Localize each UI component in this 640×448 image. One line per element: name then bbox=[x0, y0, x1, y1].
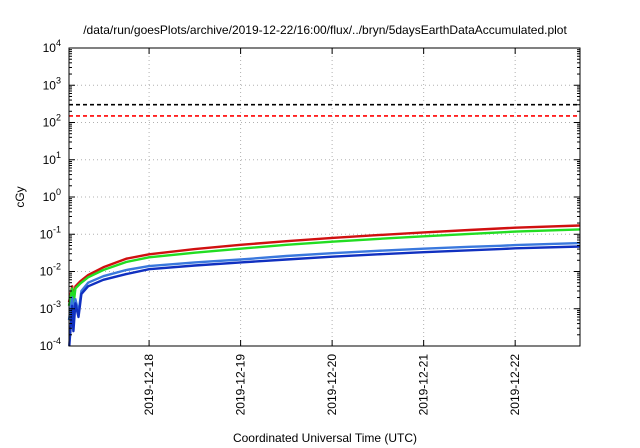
series-line bbox=[67, 224, 581, 303]
y-axis-label: cGy bbox=[13, 186, 27, 207]
y-tick-label: 102 bbox=[43, 113, 61, 130]
x-axis-label: Coordinated Universal Time (UTC) bbox=[233, 431, 417, 445]
x-tick-label: 2019-12-18 bbox=[142, 354, 156, 416]
x-tick-label: 2019-12-22 bbox=[508, 354, 522, 416]
y-tick-label: 104 bbox=[43, 38, 61, 55]
y-tick-label: 101 bbox=[43, 150, 61, 167]
y-tick-label: 103 bbox=[43, 75, 61, 92]
x-tick-label: 2019-12-21 bbox=[417, 354, 431, 416]
axis-ticks: 10-4 10-3 10-2 10-1 100 101 102 103 104 2019-12-1… bbox=[40, 38, 580, 415]
chart-title: /data/run/goesPlots/archive/2019-12-22/1… bbox=[83, 23, 567, 37]
series-line bbox=[67, 228, 581, 307]
y-tick-label: 10-2 bbox=[40, 262, 61, 279]
series-line bbox=[67, 241, 581, 321]
y-tick-label: 10-1 bbox=[40, 224, 61, 241]
x-tick-label: 2019-12-20 bbox=[325, 354, 339, 416]
threshold-lines bbox=[69, 103, 580, 117]
y-tick-label: 10-3 bbox=[40, 299, 61, 316]
y-tick-label: 10-4 bbox=[40, 336, 61, 353]
grid bbox=[69, 48, 580, 346]
y-tick-label: 100 bbox=[43, 187, 61, 204]
series-lines bbox=[67, 224, 581, 347]
series-line bbox=[68, 245, 581, 347]
x-tick-label: 2019-12-19 bbox=[234, 354, 248, 416]
